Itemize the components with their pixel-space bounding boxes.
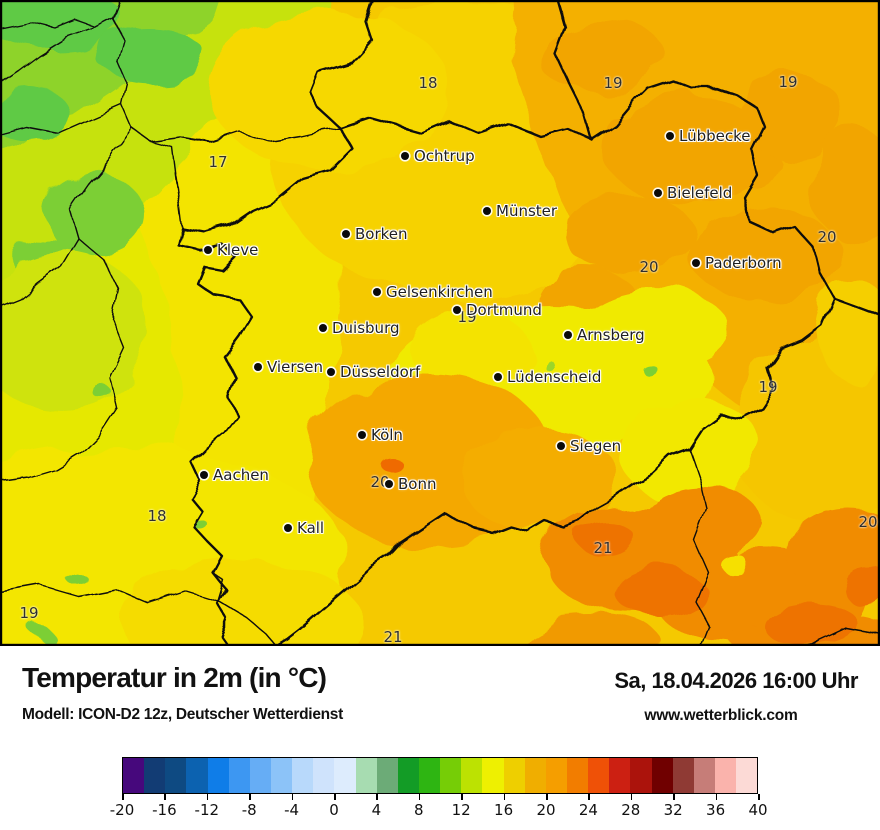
legend-color-segment xyxy=(524,758,546,793)
legend-color-segment xyxy=(672,758,694,793)
legend-tick-label: 32 xyxy=(663,801,683,819)
temperature-map: 18 19 19 17 20 20 19 19 20 18 20 21 19 21 Ochtrup Lübbe… xyxy=(0,0,880,646)
legend-tick xyxy=(418,794,421,800)
legend-color-segment xyxy=(334,758,356,793)
legend-color-segment xyxy=(566,758,589,793)
legend-color-segment xyxy=(588,758,610,793)
legend-tick xyxy=(206,794,209,800)
legend-tick xyxy=(249,794,251,800)
legend-tick xyxy=(758,794,760,800)
legend-color-segment xyxy=(461,758,483,793)
legend-color-segment xyxy=(207,758,229,793)
legend-color-segment xyxy=(482,758,504,793)
legend-tick-label: 16 xyxy=(494,801,514,819)
legend-tick-label: -20 xyxy=(109,801,135,819)
legend-color-segment xyxy=(609,758,631,793)
legend-color-segment xyxy=(355,758,377,793)
legend-tick xyxy=(673,794,675,800)
model-info: Modell: ICON-D2 12z, Deutscher Wetterdie… xyxy=(22,706,343,723)
website-url: www.wetterblick.com xyxy=(644,707,798,724)
legend-tick-label: 8 xyxy=(414,801,424,819)
legend-tick-label: 12 xyxy=(451,801,471,819)
legend-color-segment xyxy=(249,758,271,793)
legend-color-segment xyxy=(545,758,567,793)
page-title: Temperatur in 2m (in °C) xyxy=(22,662,327,693)
legend-color-segment xyxy=(270,758,293,793)
legend-color-segment xyxy=(736,758,758,793)
footer: Temperatur in 2m (in °C) Sa, 18.04.2026 … xyxy=(0,646,880,830)
state-border-lines xyxy=(0,0,880,646)
legend-color-segment xyxy=(376,758,398,793)
legend-tick xyxy=(376,794,378,800)
legend-color-segment xyxy=(418,758,441,793)
legend-tick-label: 40 xyxy=(748,801,768,819)
legend-tick xyxy=(503,794,506,800)
legend-color-segment xyxy=(144,758,166,793)
temperature-color-patches xyxy=(0,0,880,646)
legend-tick-label: -4 xyxy=(284,801,300,819)
legend-tick xyxy=(164,794,166,800)
legend-color-segment xyxy=(630,758,652,793)
legend-color-segment xyxy=(186,758,208,793)
legend-tick xyxy=(334,794,336,800)
legend-tick-label: 20 xyxy=(536,801,556,819)
legend-tick xyxy=(588,794,590,800)
legend-color-segment xyxy=(440,758,462,793)
legend-tick xyxy=(291,794,294,800)
legend-tick-label: 4 xyxy=(371,801,382,819)
legend-tick xyxy=(461,794,463,800)
legend-color-segment xyxy=(313,758,335,793)
legend-tick-label: -8 xyxy=(241,801,257,819)
legend-color-segment xyxy=(651,758,673,793)
legend-tick-label: 36 xyxy=(706,801,726,819)
legend-color-segment xyxy=(165,758,187,793)
legend-tick-label: 24 xyxy=(578,801,598,819)
temperature-legend: -20 -16 -12 -8 -4 0 4 8 12 16 20 24 28 32 36 40 xyxy=(0,646,880,830)
legend-tick-label: 0 xyxy=(329,801,339,819)
legend-color-segment xyxy=(397,758,419,793)
legend-tick xyxy=(122,794,124,800)
legend-color-segment xyxy=(714,758,737,793)
legend-color-segment xyxy=(292,758,314,793)
legend-tick-label: 28 xyxy=(621,801,641,819)
legend-tick xyxy=(546,794,548,800)
temperature-field-svg xyxy=(0,0,880,646)
legend-color-segment xyxy=(503,758,525,793)
legend-color-segment xyxy=(693,758,715,793)
map-frame xyxy=(0,0,880,646)
legend-tick-label: -12 xyxy=(194,801,220,819)
legend-bar xyxy=(122,757,758,794)
legend-tick xyxy=(630,794,633,800)
legend-tick-label: -16 xyxy=(152,801,177,819)
legend-tick xyxy=(715,794,718,800)
forecast-datetime: Sa, 18.04.2026 16:00 Uhr xyxy=(614,668,858,693)
legend-color-segment xyxy=(228,758,250,793)
legend-color-segment xyxy=(123,758,145,793)
